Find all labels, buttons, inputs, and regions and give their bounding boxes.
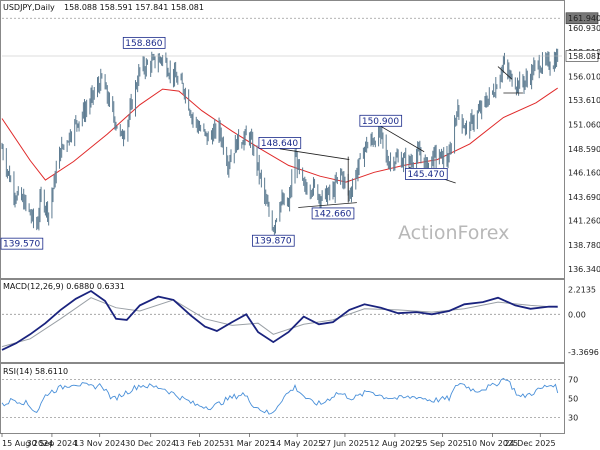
price-tick-label: 136.340 [568, 265, 600, 274]
last-price-label: 158.081 [568, 52, 600, 61]
price-tick-label: 146.160 [568, 169, 600, 178]
rsi-tick-label: 70 [568, 375, 578, 384]
price-axis: 160.930158.510156.010153.610151.060148.5… [2, 12, 600, 274]
rsi-tick-label: 30 [568, 414, 578, 423]
date-tick-label: 24 Dec 2025 [504, 439, 555, 448]
date-tick-label: 15 Aug 2024 [2, 439, 53, 448]
macd-tick-label: 0.00 [568, 310, 586, 319]
price-label: 150.900 [362, 117, 399, 127]
rsi-axis: 70 50 30 [568, 375, 578, 422]
price-label: 145.470 [407, 170, 444, 180]
rsi-tick-label: 50 [568, 395, 578, 404]
date-tick-label: 25 Sep 2025 [417, 439, 468, 448]
reference-level-label: 161.940 [568, 14, 600, 23]
price-tick-label: 156.010 [568, 72, 600, 81]
price-tick-label: 138.780 [568, 241, 600, 250]
last-price-label-box [565, 50, 599, 62]
reference-level-label-box [565, 12, 599, 25]
macd-axis: 2.2135 0.00 -3.3696 [568, 286, 599, 357]
trendline [279, 148, 350, 160]
trendline [497, 66, 513, 80]
price-tick-label: 141.260 [568, 217, 600, 226]
actionforex-watermark: ActionForex [398, 222, 509, 244]
price-tick-label: 151.060 [568, 121, 600, 130]
price-label: 142.660 [314, 209, 351, 219]
price-annotations: 158.860 139.570 148.640 139.870 142.660 150.9… [0, 36, 448, 250]
trendline [380, 125, 425, 153]
date-tick-label: 31 Mar 2025 [224, 439, 275, 448]
price-label-box [0, 237, 44, 250]
price-header: USDJPY,Daily [3, 3, 55, 12]
macd-header: MACD(12,26,9) 0.6880 0.6331 [3, 282, 125, 291]
price-label-box [258, 137, 302, 149]
date-tick-label: 13 Feb 2025 [175, 439, 225, 448]
date-tick-label: 30 Dec 2024 [125, 439, 176, 448]
price-label-box [359, 114, 403, 127]
date-tick-label: 30 Sep 2024 [27, 439, 78, 448]
macd-lines [1, 289, 562, 351]
date-tick-label: 12 Aug 2025 [369, 439, 420, 448]
rsi-line [1, 377, 562, 419]
rsi-panel: RSI(14) 58.6110 70 50 30 [0, 363, 578, 434]
price-tick-label: 160.930 [568, 24, 600, 33]
macd-tick-label: -3.3696 [568, 348, 599, 357]
price-tick-label: 153.610 [568, 96, 600, 105]
rsi-header: RSI(14) 58.6110 [3, 367, 68, 376]
macd-tick-label: 2.2135 [568, 286, 596, 295]
price-label-box [405, 168, 448, 180]
date-tick-label: 27 Jun 2025 [321, 439, 369, 448]
price-label: 139.870 [254, 237, 291, 247]
price-label: 139.570 [3, 240, 40, 250]
price-panel: USDJPY,Daily 158.088 158.591 157.841 158… [0, 0, 600, 279]
price-label-box [122, 36, 166, 49]
rsi-path [1, 377, 559, 415]
macd-line [1, 289, 558, 351]
date-tick-label: 14 May 2025 [271, 439, 323, 448]
price-header-values: 158.088 158.591 157.841 158.081 [64, 3, 204, 12]
trendline [298, 202, 357, 208]
price-tick-label: 143.690 [568, 193, 600, 202]
price-label-box [252, 234, 295, 247]
macd-signal-line [1, 297, 558, 348]
ohlc-bars [1, 48, 559, 235]
macd-panel: MACD(12,26,9) 0.6880 0.6331 2.2135 0.00 -3… [0, 279, 599, 363]
date-tick-label: 10 Nov 2025 [467, 439, 518, 448]
price-tick-label: 148.590 [568, 145, 600, 154]
price-label: 148.640 [261, 139, 298, 149]
date-tick-label: 13 Nov 2024 [74, 439, 125, 448]
price-label: 158.860 [125, 39, 162, 49]
price-label-box [311, 207, 355, 220]
